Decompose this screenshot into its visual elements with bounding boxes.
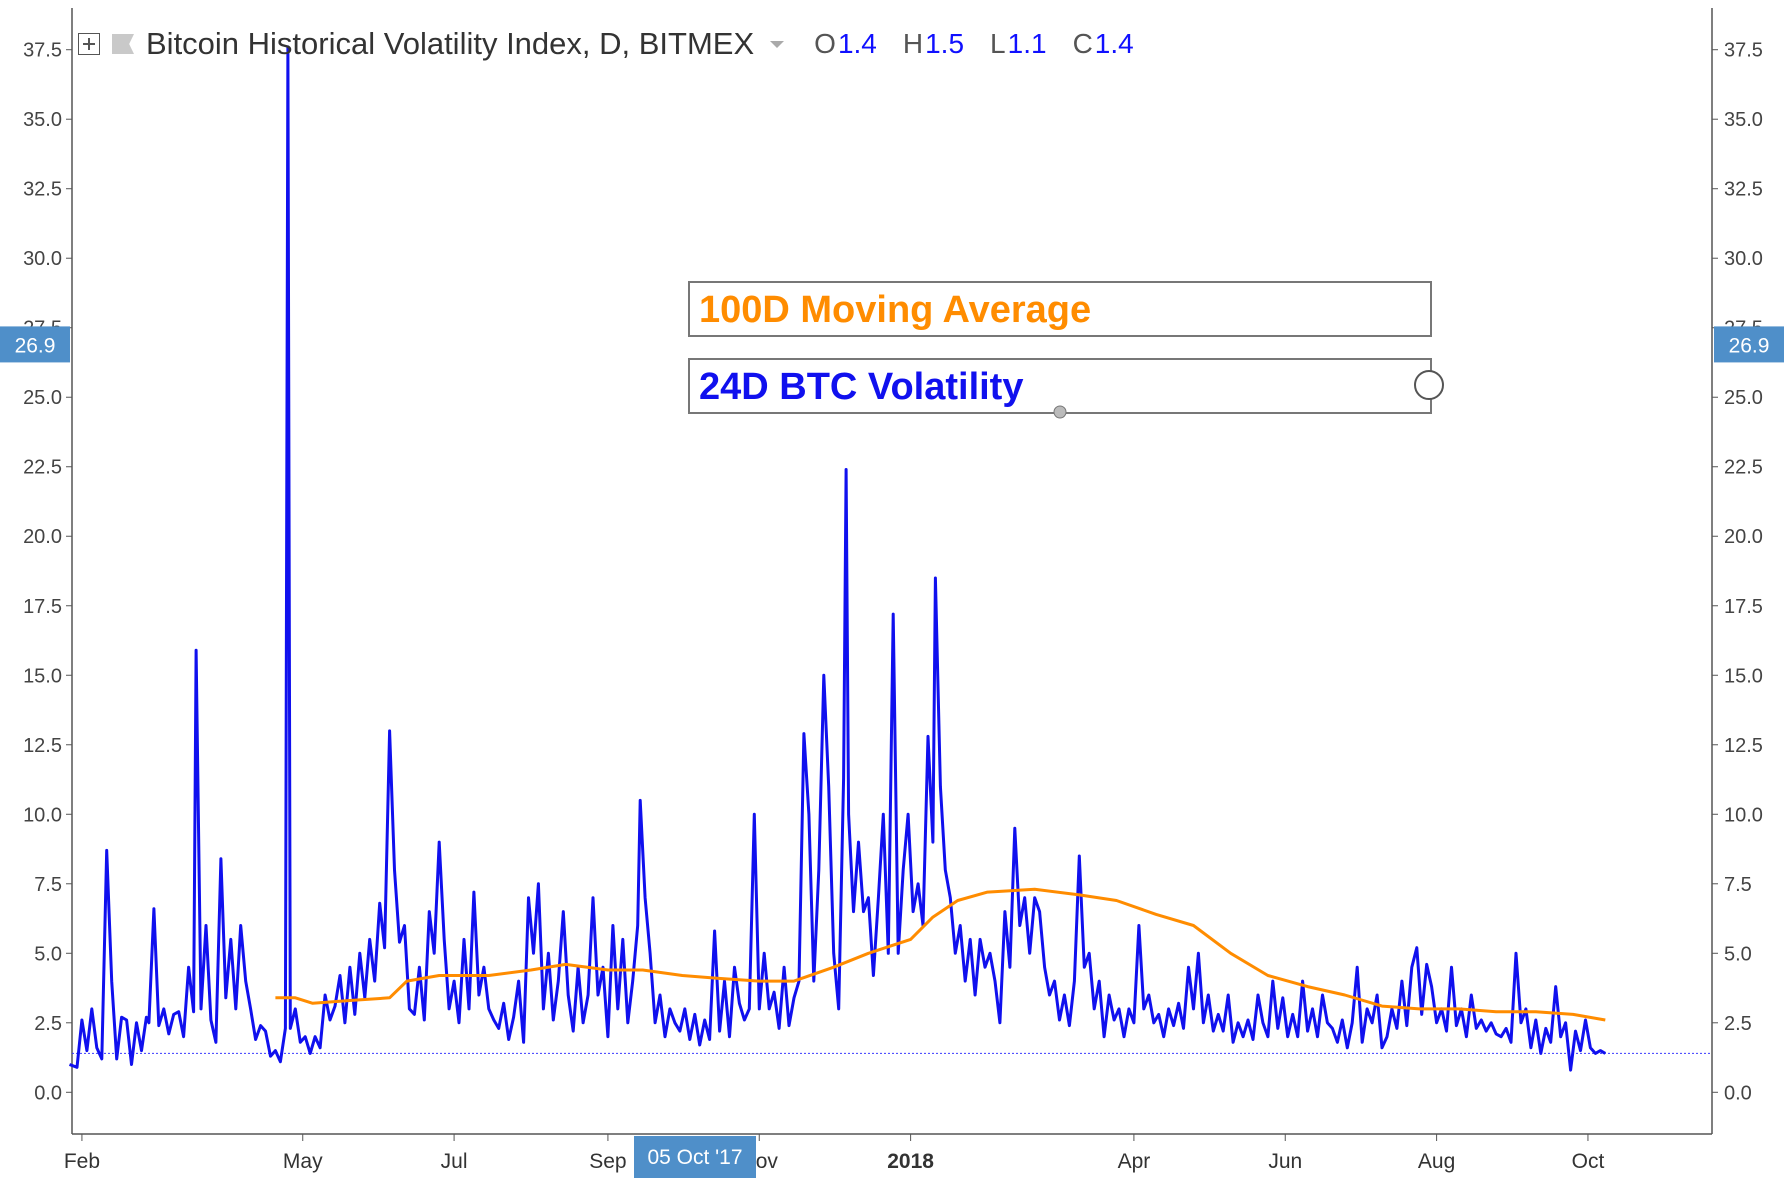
annotation-moving-average[interactable]: 100D Moving Average [699, 289, 1091, 331]
y-tick-label-left: 15.0 [23, 665, 62, 687]
y-tick-label-left: 0.0 [34, 1082, 62, 1104]
x-tick-label: Oct [1572, 1150, 1605, 1173]
x-tick-label: Apr [1118, 1150, 1151, 1173]
drag-handle-icon[interactable] [1053, 405, 1067, 419]
y-tick-label-left: 20.0 [23, 526, 62, 548]
ohlc-high: H1.5 [902, 28, 965, 59]
ohlc-low: L1.1 [990, 28, 1047, 59]
expand-plus-icon[interactable] [78, 33, 100, 55]
crosshair-date-tag [634, 1136, 756, 1178]
y-tick-label-left: 5.0 [34, 943, 62, 965]
y-tick-label-left: 22.5 [23, 457, 62, 479]
moving-average-line[interactable] [275, 887, 1606, 1022]
volatility-line[interactable] [68, 45, 1607, 1072]
y-tick-label-right: 35.0 [1724, 109, 1763, 131]
y-tick-label-right: 25.0 [1724, 387, 1763, 409]
caret-down-icon[interactable] [770, 40, 785, 48]
ohlc-open: O1.4 [814, 28, 877, 59]
crosshair-date: 05 Oct '17 [647, 1146, 742, 1169]
x-tick-label: Feb [64, 1150, 100, 1173]
y-tick-label-left: 37.5 [23, 40, 62, 62]
x-tick-label: Jul [441, 1150, 468, 1173]
chart-legend: Bitcoin Historical Volatility Index, D, … [78, 22, 1152, 66]
crosshair-price-left: 26.9 [15, 334, 56, 357]
y-tick-label-right: 22.5 [1724, 457, 1763, 479]
y-tick-label-right: 17.5 [1724, 596, 1763, 618]
y-tick-label-left: 32.5 [23, 179, 62, 201]
flag-icon[interactable] [112, 34, 134, 54]
resize-handle-icon[interactable] [1414, 370, 1444, 400]
y-tick-label-left: 17.5 [23, 596, 62, 618]
x-tick-label: Aug [1418, 1150, 1455, 1173]
y-tick-label-left: 7.5 [34, 874, 62, 896]
y-tick-label-right: 20.0 [1724, 526, 1763, 548]
y-tick-label-right: 15.0 [1724, 665, 1763, 687]
annotation-box[interactable] [688, 281, 1432, 337]
annotation-btc-volatility[interactable]: 24D BTC Volatility [699, 366, 1023, 408]
y-tick-label-left: 30.0 [23, 248, 62, 270]
x-tick-label: May [283, 1150, 323, 1173]
crosshair-price-right: 26.9 [1729, 334, 1770, 357]
y-tick-label-left: 2.5 [34, 1013, 62, 1035]
y-tick-label-left: 12.5 [23, 735, 62, 757]
y-tick-label-left: 25.0 [23, 387, 62, 409]
y-tick-label-right: 10.0 [1724, 804, 1763, 826]
crosshair-price-tag-right [1714, 326, 1784, 363]
y-tick-label-left: 10.0 [23, 804, 62, 826]
y-tick-label-right: 7.5 [1724, 874, 1752, 896]
x-tick-label: 2018 [887, 1150, 934, 1173]
y-tick-label-right: 0.0 [1724, 1082, 1752, 1104]
legend-title[interactable]: Bitcoin Historical Volatility Index, D, … [146, 26, 755, 61]
crosshair-price-tag-left [0, 326, 70, 363]
y-tick-label-right: 5.0 [1724, 943, 1752, 965]
x-tick-label: Sep [589, 1150, 626, 1173]
y-tick-label-right: 2.5 [1724, 1013, 1752, 1035]
y-tick-label-right: 37.5 [1724, 40, 1763, 62]
x-tick-label: Jun [1268, 1150, 1302, 1173]
y-tick-label-right: 30.0 [1724, 248, 1763, 270]
y-tick-label-left: 35.0 [23, 109, 62, 131]
ohlc-close: C1.4 [1072, 28, 1134, 59]
y-tick-label-right: 12.5 [1724, 735, 1763, 757]
y-tick-label-right: 32.5 [1724, 179, 1763, 201]
